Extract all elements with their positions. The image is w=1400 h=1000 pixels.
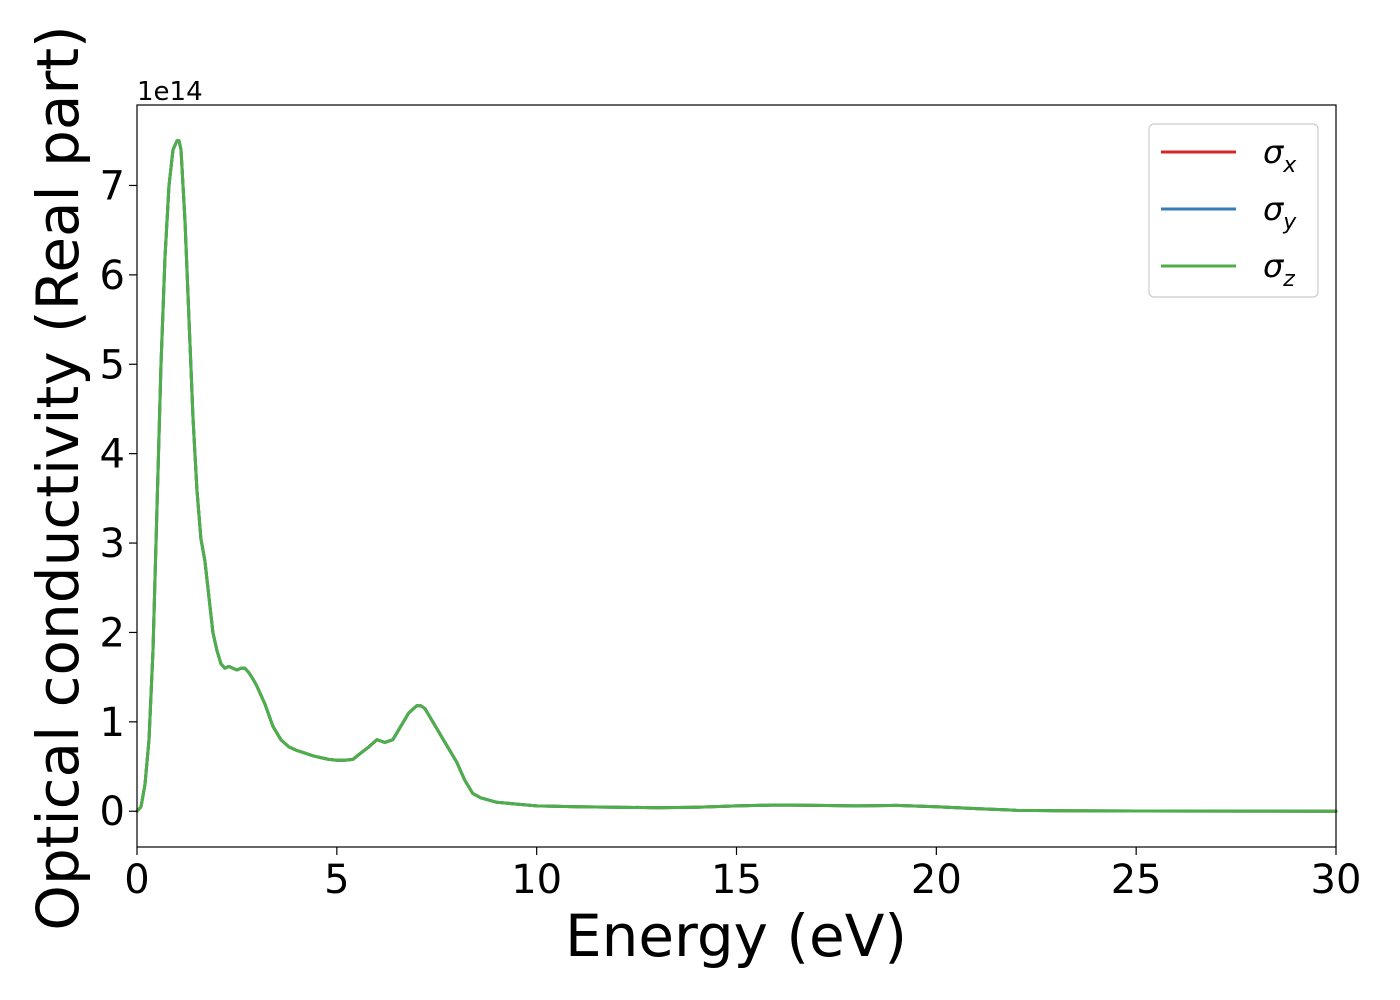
plot-area: [135, 139, 1338, 813]
y-tick-label: 3: [100, 521, 125, 567]
y-offset-label: 1e14: [137, 77, 203, 107]
y-tick-label: 2: [100, 610, 125, 656]
series-line-z: [135, 139, 1338, 813]
y-tick-label: 5: [100, 342, 125, 388]
legend-label-x: σx: [1263, 133, 1297, 178]
y-tick-label: 0: [100, 789, 125, 835]
axes: 0 5 10 15 20 25 30 0 1 2 3 4 5 6 7: [100, 104, 1362, 903]
y-tick-label: 6: [100, 253, 125, 299]
legend-label-y: σy: [1263, 190, 1297, 235]
x-tick-label: 0: [124, 857, 149, 903]
x-tick-label: 10: [511, 857, 562, 903]
y-axis-title: Optical conductivity (Real part): [24, 25, 92, 930]
y-tick-label: 1: [100, 700, 125, 746]
x-tick-label: 25: [1111, 857, 1162, 903]
x-tick-label: 5: [324, 857, 349, 903]
y-tick-label: 4: [100, 432, 125, 478]
x-tick-label: 20: [911, 857, 962, 903]
y-tick-label: 7: [100, 163, 125, 209]
x-tick-label: 15: [711, 857, 762, 903]
x-axis-title: Energy (eV): [565, 902, 907, 970]
x-tick-label: 30: [1311, 857, 1362, 903]
